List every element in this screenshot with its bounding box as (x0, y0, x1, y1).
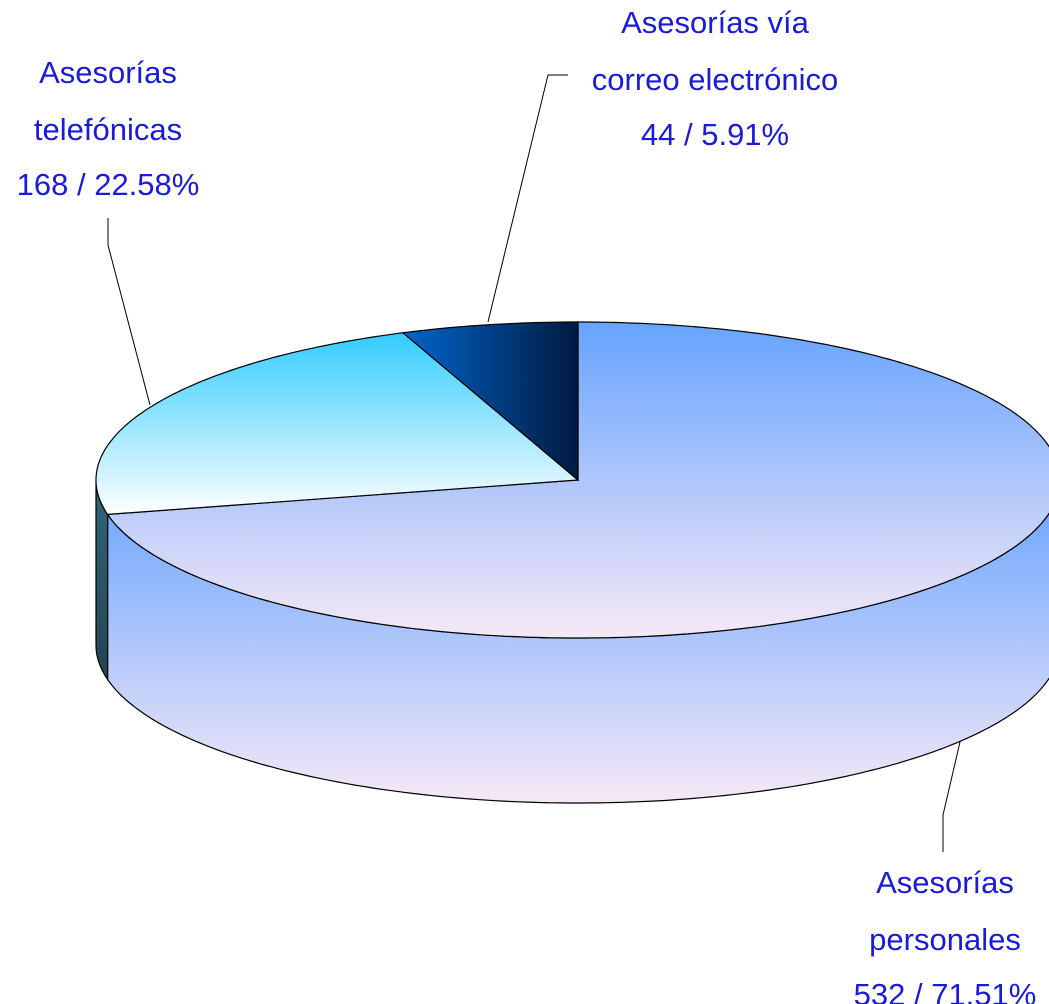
leader-line (107, 218, 151, 406)
slice-label: Asesorías personales (869, 865, 1021, 957)
value-label: 44 / 5.91% (641, 117, 789, 152)
label-line: Asesorías (39, 55, 177, 90)
label-line: telefónicas (34, 112, 182, 147)
label-line: Asesorías (876, 865, 1014, 900)
value-label: 532 / 71.51% (854, 977, 1037, 1004)
pie-slice (95, 332, 580, 516)
value-label: 168 / 22.58% (17, 167, 200, 202)
slice-label: Asesorías vía correo electrónico (592, 5, 838, 97)
label-line: correo electrónico (592, 62, 838, 97)
leader-line (942, 741, 961, 852)
slice-label: Asesorías telefónicas (34, 55, 182, 147)
leader-line (487, 74, 568, 323)
label-line: Asesorías vía (621, 5, 810, 40)
label-line: personales (869, 922, 1021, 957)
pie-slice (401, 321, 579, 482)
